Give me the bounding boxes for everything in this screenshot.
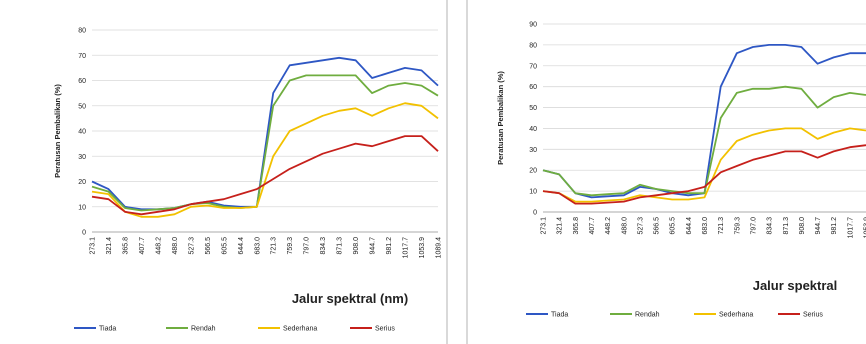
x-tick-label: 1089.4 (436, 237, 443, 259)
y-tick-label: 10 (78, 204, 86, 211)
x-tick-label: 981.2 (386, 237, 393, 255)
x-tick-label: 644.4 (686, 217, 693, 235)
x-tick-label: 797.0 (304, 237, 311, 255)
x-axis-title: Jalur spektral (nm) (292, 291, 408, 306)
x-tick-label: 834.3 (767, 217, 774, 235)
x-tick-label: 871.3 (783, 217, 790, 235)
y-axis-title: Peratusan Pembalikan (%) (53, 84, 62, 178)
y-tick-label: 60 (78, 78, 86, 85)
chart-panel-right: 0 10 20 30 40 50 60 70 80 90 273.1 321.4 365.8 407.7 4… (466, 0, 866, 344)
reflectance-chart-right: 0 10 20 30 40 50 60 70 80 90 273.1 321.4 365.8 407.7 4… (496, 22, 866, 319)
x-tick-label: 1017.7 (403, 237, 410, 259)
y-axis-title: Peratusan Pembalikan (%) (496, 71, 505, 165)
x-tick-label: 721.3 (271, 237, 278, 255)
x-tick-label: 871.3 (337, 237, 344, 255)
x-tick-label: 407.7 (139, 237, 146, 255)
y-tick-label: 50 (529, 105, 537, 112)
legend-label: Rendah (191, 326, 216, 333)
x-tick-label: 365.8 (122, 237, 129, 255)
x-tick-label: 797.0 (750, 217, 757, 235)
y-tick-label: 80 (78, 28, 86, 35)
x-tick-label: 448.2 (155, 237, 162, 255)
x-tick-label: 644.4 (238, 237, 245, 255)
y-tick-label: 30 (78, 154, 86, 161)
chart-panel-left: 0 10 20 30 40 50 60 70 80 273.1 321.4 365.8 407.7 448… (53, 0, 448, 344)
x-tick-label: 683.0 (702, 217, 709, 235)
y-tick-label: 90 (529, 22, 537, 29)
reflectance-chart-left: 0 10 20 30 40 50 60 70 80 273.1 321.4 365.8 407.7 448… (53, 28, 443, 333)
y-tick-label: 40 (529, 126, 537, 133)
series-line-serius (542, 144, 866, 205)
y-tick-label: 70 (78, 53, 86, 60)
y-tick-label: 30 (529, 147, 537, 154)
series-line-rendah (91, 74, 439, 212)
legend-label: Sederhana (719, 312, 753, 319)
y-tick-label: 60 (529, 84, 537, 91)
x-tick-label: 605.5 (670, 217, 677, 235)
x-tick-label: 908.0 (353, 237, 360, 255)
legend-label: Serius (803, 312, 823, 319)
x-tick-label: 908.0 (799, 217, 806, 235)
x-tick-label: 321.4 (106, 237, 113, 255)
x-tick-label: 834.3 (320, 237, 327, 255)
y-tick-label: 0 (533, 210, 537, 217)
x-tick-label: 407.7 (589, 217, 596, 235)
x-tick-label: 566.5 (654, 217, 661, 235)
y-tick-label: 20 (78, 179, 86, 186)
legend-label: Tiada (99, 326, 116, 333)
series-line-sederhana (91, 102, 439, 218)
x-tick-label: 365.8 (573, 217, 580, 235)
series-line-tiada (542, 44, 866, 199)
x-tick-label: 1053.9 (419, 237, 426, 259)
x-tick-label: 944.7 (815, 217, 822, 235)
x-tick-label: 527.3 (637, 217, 644, 235)
series-line-sederhana (542, 127, 866, 203)
series-line-rendah (542, 85, 866, 197)
x-tick-label: 488.0 (172, 237, 179, 255)
y-tick-label: 70 (529, 63, 537, 70)
y-tick-label: 0 (82, 230, 86, 237)
x-tick-label: 321.4 (557, 217, 564, 235)
y-tick-label: 50 (78, 103, 86, 110)
x-axis-title: Jalur spektral (753, 278, 838, 293)
legend-label: Serius (375, 326, 395, 333)
x-tick-label: 488.0 (621, 217, 628, 235)
x-tick-label: 527.3 (188, 237, 195, 255)
y-tick-label: 40 (78, 129, 86, 136)
x-tick-label: 981.2 (831, 217, 838, 235)
x-tick-label: 273.1 (541, 217, 548, 235)
x-tick-label: 448.2 (605, 217, 612, 235)
x-tick-label: 721.3 (718, 217, 725, 235)
x-tick-label: 1053.9 (864, 217, 866, 239)
x-tick-label: 759.3 (287, 237, 294, 255)
legend-label: Rendah (635, 312, 660, 319)
y-tick-label: 80 (529, 42, 537, 49)
legend-label: Tiada (551, 312, 568, 319)
x-tick-label: 944.7 (370, 237, 377, 255)
x-tick-label: 566.5 (205, 237, 212, 255)
x-tick-label: 683.0 (254, 237, 261, 255)
x-tick-label: 759.3 (734, 217, 741, 235)
x-tick-label: 605.5 (221, 237, 228, 255)
series-line-serius (91, 135, 439, 216)
x-tick-label: 273.1 (90, 237, 97, 255)
x-tick-label: 1017.7 (847, 217, 854, 239)
y-tick-label: 20 (529, 168, 537, 175)
y-tick-label: 10 (529, 189, 537, 196)
legend-label: Sederhana (283, 326, 317, 333)
